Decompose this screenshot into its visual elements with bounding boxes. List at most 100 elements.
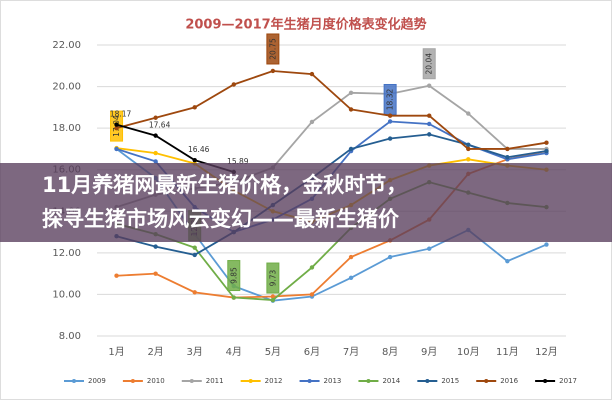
point xyxy=(544,148,549,154)
point xyxy=(387,254,393,260)
legend-marker xyxy=(484,379,489,383)
y-tick-label: 20.00 xyxy=(52,82,81,93)
y-tick-label: 22.00 xyxy=(52,40,81,51)
point xyxy=(153,271,158,276)
point xyxy=(114,122,119,127)
legend-marker xyxy=(366,379,371,383)
point xyxy=(231,295,236,300)
data-label: 17.64 xyxy=(149,121,171,130)
legend-label: 2014 xyxy=(382,377,400,385)
banner-text: 11月养猪网最新生猪价格，金秋时节， xyxy=(42,173,407,197)
data-label: 15.89 xyxy=(227,157,249,166)
data-label-box: 20.04 xyxy=(422,48,436,80)
y-tick-label: 18.00 xyxy=(52,123,81,134)
point xyxy=(427,246,432,251)
point xyxy=(348,254,354,260)
point xyxy=(192,157,197,163)
data-label: 20.04 xyxy=(425,53,434,75)
x-tick-label: 2月 xyxy=(147,346,163,358)
series-line xyxy=(116,70,547,150)
point xyxy=(505,146,510,152)
point xyxy=(153,115,158,120)
legend-label: 2012 xyxy=(265,377,283,385)
point xyxy=(192,245,197,250)
data-label: 9.85 xyxy=(229,267,238,284)
point xyxy=(270,68,276,74)
point xyxy=(348,90,354,96)
legend-label: 2013 xyxy=(324,377,342,385)
data-label: 20.75 xyxy=(268,38,277,60)
point xyxy=(427,83,432,88)
x-tick-label: 6月 xyxy=(304,346,320,358)
label-box xyxy=(422,48,436,80)
point xyxy=(231,82,236,87)
point xyxy=(466,111,471,116)
point xyxy=(348,107,354,112)
point xyxy=(427,132,432,137)
label-box xyxy=(266,33,280,65)
point xyxy=(114,146,119,152)
label-box xyxy=(227,260,241,292)
data-label: 9.73 xyxy=(268,269,277,286)
point xyxy=(387,113,393,118)
x-tick-label: 3月 xyxy=(187,346,203,358)
point xyxy=(153,133,158,138)
point xyxy=(466,157,471,162)
point xyxy=(192,290,197,295)
point xyxy=(153,150,158,156)
label-box xyxy=(266,262,280,294)
point xyxy=(153,244,158,249)
point xyxy=(270,297,276,303)
banner-background xyxy=(0,163,612,242)
legend-label: 2017 xyxy=(559,377,577,385)
point xyxy=(505,155,510,160)
y-tick-label: 12.00 xyxy=(52,248,81,259)
legend-marker xyxy=(72,379,76,383)
chart-title: 2009—2017年生猪月度价格表变化趋势 xyxy=(185,17,426,33)
x-tick-label: 8月 xyxy=(382,346,398,358)
data-label: 16.46 xyxy=(188,145,210,154)
legend-marker xyxy=(543,379,548,383)
legend-label: 2009 xyxy=(88,377,106,385)
point xyxy=(153,159,158,164)
x-tick-label: 1月 xyxy=(108,346,124,358)
point xyxy=(387,136,393,141)
x-tick-label: 12月 xyxy=(535,346,558,358)
point xyxy=(309,119,315,125)
point xyxy=(114,273,119,278)
legend-label: 2016 xyxy=(500,377,518,385)
x-tick-label: 10月 xyxy=(457,346,480,358)
legend-label: 2011 xyxy=(206,377,224,385)
point xyxy=(427,113,432,118)
plot: 8.0010.0012.0014.0016.0018.0020.0022.001… xyxy=(52,33,577,385)
point xyxy=(309,292,315,297)
point xyxy=(387,119,393,124)
point xyxy=(544,140,549,145)
point xyxy=(270,294,276,299)
x-tick-label: 5月 xyxy=(265,346,281,358)
point xyxy=(466,142,471,147)
legend-marker xyxy=(425,379,430,383)
x-tick-label: 9月 xyxy=(421,346,437,358)
point xyxy=(192,252,197,258)
overlay: 11月养猪网最新生猪价格，金秋时节， 探寻生猪市场风云变幻——最新生猪价 xyxy=(0,163,612,242)
data-label-box: 20.75 xyxy=(266,33,280,65)
legend-marker xyxy=(189,379,194,383)
banner-text: 探寻生猪市场风云变幻——最新生猪价 xyxy=(42,207,400,231)
data-label-box: 18.32 xyxy=(383,83,397,115)
data-label-box: 9.85 xyxy=(227,260,241,292)
point xyxy=(348,275,354,280)
point xyxy=(114,125,119,131)
point xyxy=(505,258,510,264)
point xyxy=(309,71,315,77)
legend-marker xyxy=(130,379,135,383)
point xyxy=(309,265,315,270)
x-tick-label: 11月 xyxy=(496,346,519,358)
point xyxy=(192,105,197,110)
y-tick-label: 10.00 xyxy=(52,289,81,300)
legend-label: 2010 xyxy=(147,377,165,385)
y-tick-label: 8.00 xyxy=(59,331,81,342)
point xyxy=(544,242,549,247)
point xyxy=(348,146,354,152)
